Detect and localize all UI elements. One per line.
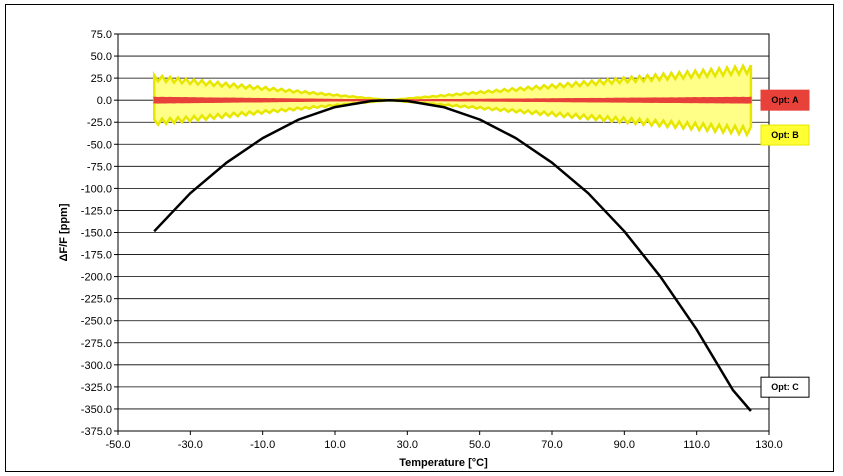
y-tick-label: -100.0 bbox=[81, 183, 112, 195]
y-axis-title: ΔF/F [ppm] bbox=[58, 203, 70, 261]
x-tick-label: 130.0 bbox=[755, 439, 783, 451]
y-tick-label: -175.0 bbox=[81, 250, 112, 262]
x-axis-title: Temperature [°C] bbox=[399, 457, 488, 469]
opt-c-line bbox=[153, 98, 752, 412]
opt-a-label: Opt: A bbox=[771, 95, 799, 105]
y-tick-label: -275.0 bbox=[81, 338, 112, 350]
x-tick-label: 30.0 bbox=[397, 439, 418, 451]
y-axis-tick-labels: 75.0 50.0 25.0 0.0 -25.0 -50.0 -75.0 -100.0 -125… bbox=[81, 29, 112, 438]
y-tick-label: -200.0 bbox=[81, 272, 112, 284]
opt-b-label: Opt: B bbox=[771, 130, 799, 140]
y-tick-label: -25.0 bbox=[87, 117, 112, 129]
x-tick-label: 10.0 bbox=[324, 439, 345, 451]
opt-a-band bbox=[153, 96, 752, 104]
series-labels: Opt: A Opt: B Opt: C bbox=[760, 89, 810, 398]
opt-c-label: Opt: C bbox=[771, 382, 799, 392]
y-tick-label: -125.0 bbox=[81, 205, 112, 217]
x-tick-label: 70.0 bbox=[541, 439, 562, 451]
y-tick-label: 0.0 bbox=[97, 95, 112, 107]
y-tick-label: -325.0 bbox=[81, 382, 112, 394]
x-tick-label: -10.0 bbox=[250, 439, 275, 451]
x-tick-label: 90.0 bbox=[614, 439, 635, 451]
opt-a-label-box bbox=[760, 89, 810, 111]
y-tick-label: -225.0 bbox=[81, 294, 112, 306]
x-tick-label: -50.0 bbox=[105, 439, 130, 451]
x-tick-label: 110.0 bbox=[683, 439, 710, 451]
y-tick-label: -150.0 bbox=[81, 228, 112, 240]
y-tick-label: -50.0 bbox=[87, 139, 112, 151]
x-tick-label: 50.0 bbox=[469, 439, 490, 451]
y-tick-label: -75.0 bbox=[87, 161, 112, 173]
x-tick-label: -30.0 bbox=[178, 439, 203, 451]
y-tick-label: -350.0 bbox=[81, 404, 112, 416]
y-tick-label: -375.0 bbox=[81, 426, 112, 438]
series-layer bbox=[152, 63, 753, 412]
y-tick-label: 25.0 bbox=[91, 73, 112, 85]
plot-area-border bbox=[117, 33, 770, 432]
y-tick-label: -250.0 bbox=[81, 316, 112, 328]
y-tick-label: -300.0 bbox=[81, 360, 112, 372]
x-axis-tick-labels: -50.0 -30.0 -10.0 10.0 30.0 50.0 70.0 90.0 110.0… bbox=[105, 439, 782, 451]
opt-c-label-box bbox=[760, 376, 810, 398]
y-tick-label: 50.0 bbox=[91, 51, 112, 63]
y-tick-label: 75.0 bbox=[91, 29, 112, 41]
opt-b-label-box bbox=[760, 124, 810, 146]
